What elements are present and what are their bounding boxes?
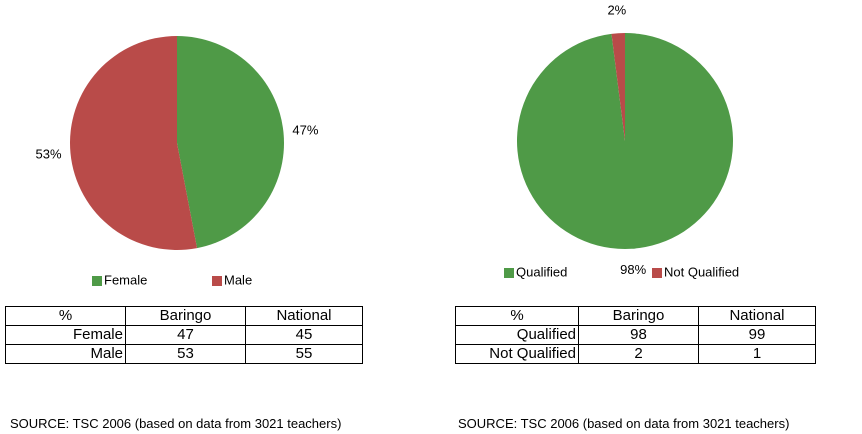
- table-row: Female 47 45: [5, 325, 363, 345]
- table-cell: Baringo: [125, 306, 246, 326]
- data-table: % Baringo National Qualified 98 99 Not Qualifi…: [455, 306, 816, 364]
- table-cell: 45: [245, 325, 363, 345]
- table-row: % Baringo National: [5, 306, 363, 326]
- table-cell: 53: [125, 344, 246, 364]
- table-cell: National: [698, 306, 816, 326]
- legend-swatch: [212, 276, 222, 286]
- legend-swatch: [504, 268, 514, 278]
- pie-slice: [70, 36, 198, 250]
- table-cell: 55: [245, 344, 363, 364]
- table-cell: National: [245, 306, 363, 326]
- legend-label: Not Qualified: [664, 264, 739, 279]
- legend-label: Female: [104, 272, 147, 287]
- table-cell: 1: [698, 344, 816, 364]
- source: SOURCE: TSC 2006 (based on data from 302…: [10, 416, 342, 431]
- table-cell: Qualified: [455, 325, 579, 345]
- source: SOURCE: TSC 2006 (based on data from 302…: [458, 416, 790, 431]
- table-cell: 98: [578, 325, 699, 345]
- table-cell: %: [5, 306, 126, 326]
- value-label: 47%: [292, 122, 318, 137]
- table-cell: Female: [5, 325, 126, 345]
- table-row: % Baringo National: [455, 306, 816, 326]
- value-label: 2%: [607, 3, 626, 18]
- value-label: 53%: [36, 147, 62, 162]
- legend-swatch: [652, 268, 662, 278]
- table-cell: 99: [698, 325, 816, 345]
- table-cell: Not Qualified: [455, 344, 579, 364]
- table-row: Qualified 98 99: [455, 325, 816, 345]
- table-cell: Baringo: [578, 306, 699, 326]
- pie-slice: [516, 33, 733, 250]
- table-row: Not Qualified 2 1: [455, 344, 816, 364]
- table-cell: Male: [5, 344, 126, 364]
- data-table: % Baringo National Female 47 45 Male 53 55: [5, 306, 363, 364]
- legend-label: Male: [224, 272, 252, 287]
- table-cell: 47: [125, 325, 246, 345]
- table-cell: %: [455, 306, 579, 326]
- legend-label: Qualified: [516, 264, 567, 279]
- pie-slice: [177, 36, 285, 249]
- charts: 47% Female 53% Male 98% Qualified 2% Not Qualif…: [36, 3, 740, 288]
- legend-swatch: [92, 276, 102, 286]
- value-label: 98%: [620, 262, 646, 277]
- table-row: Male 53 55: [5, 344, 363, 364]
- pie-slice: [611, 33, 625, 141]
- table-cell: 2: [578, 344, 699, 364]
